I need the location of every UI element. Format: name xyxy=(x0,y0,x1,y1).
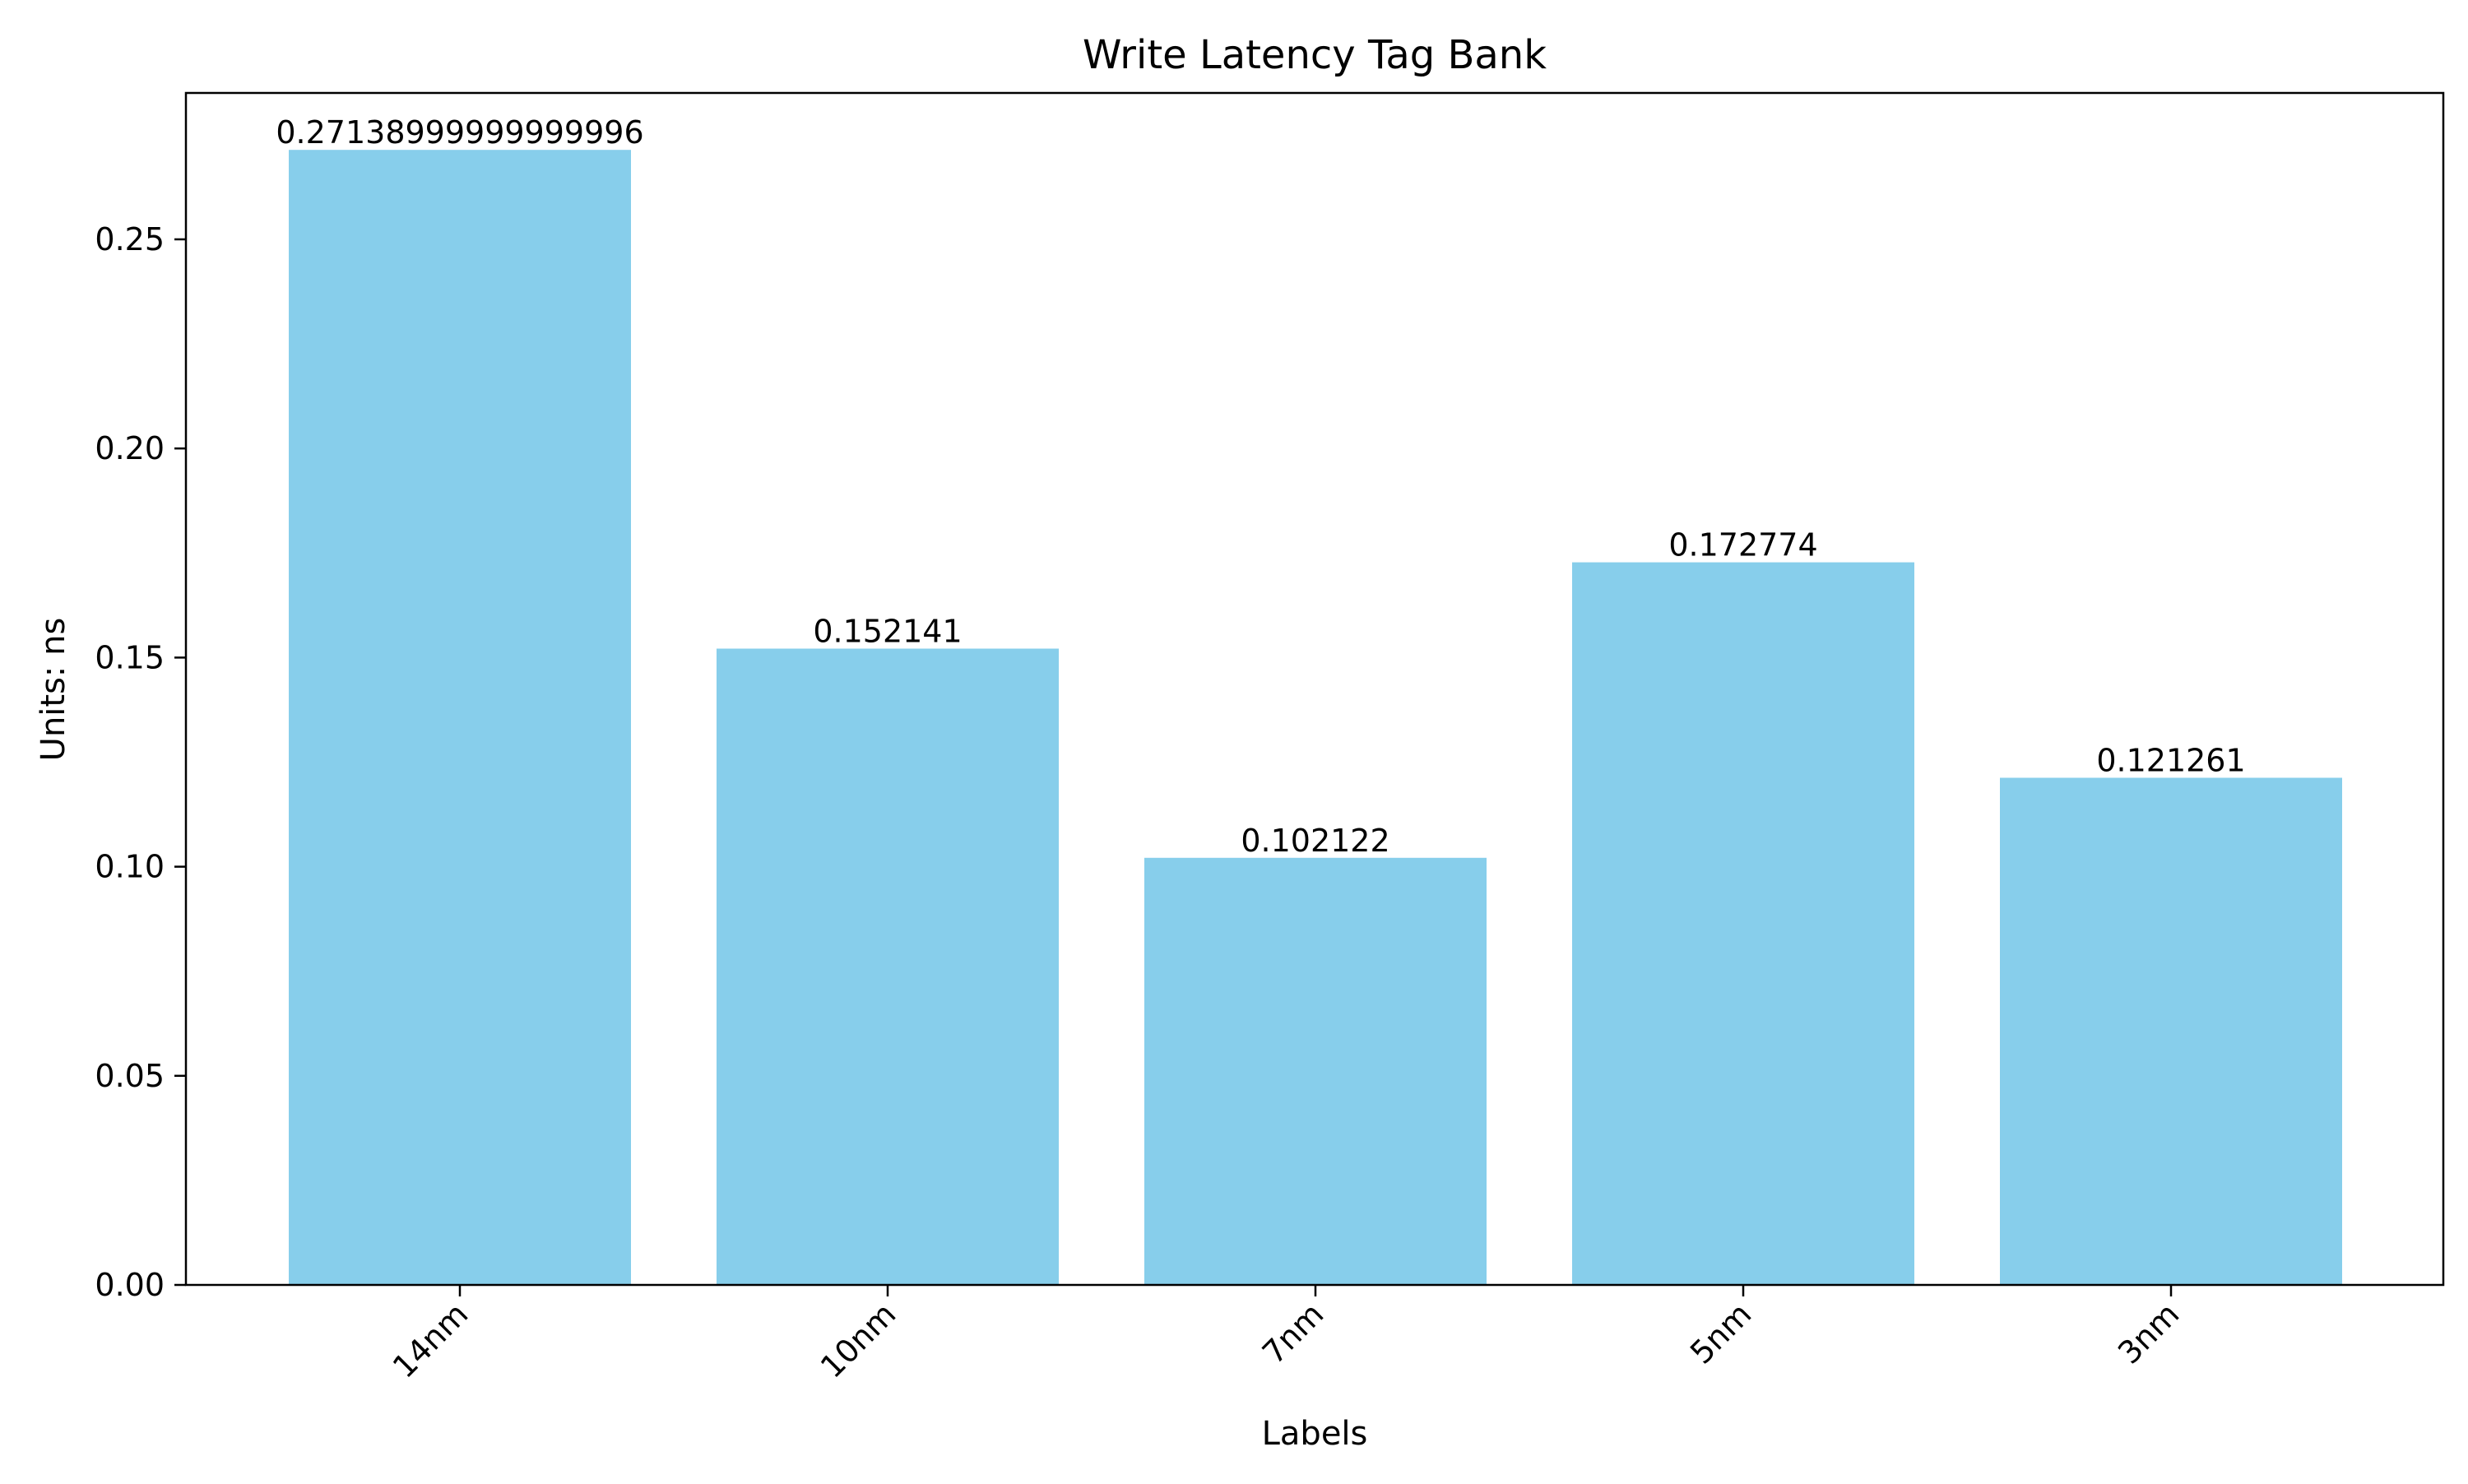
y-tick-label: 0.15 xyxy=(95,639,165,675)
data-label-14nm: 0.27138999999999996 xyxy=(276,114,643,151)
bar-5nm xyxy=(1572,562,1914,1285)
bar-7nm xyxy=(1144,857,1487,1285)
data-label-7nm: 0.102122 xyxy=(1241,823,1389,859)
data-label-5nm: 0.172774 xyxy=(1668,527,1817,563)
y-axis-label: Units: ns xyxy=(35,618,72,762)
plot-frame xyxy=(184,91,2445,1287)
y-tick-label: 0.25 xyxy=(95,221,165,257)
bars-group xyxy=(289,150,2342,1286)
data-label-3nm: 0.121261 xyxy=(2096,742,2245,778)
data-label-10nm: 0.152141 xyxy=(813,613,962,649)
data-labels-group: 0.27138999999999996 0.152141 0.102122 0.172… xyxy=(276,114,2245,859)
bar-14nm xyxy=(289,150,631,1286)
y-tick-label: 0.05 xyxy=(95,1058,165,1094)
bar-10nm xyxy=(717,648,1059,1285)
y-tick-label: 0.00 xyxy=(95,1267,165,1303)
y-axis-ticks: 0.00 0.05 0.10 0.15 0.20 0.25 xyxy=(95,221,186,1303)
y-tick-label: 0.20 xyxy=(95,430,165,466)
x-axis-label: Labels xyxy=(1262,1415,1368,1453)
bar-3nm xyxy=(2000,777,2342,1285)
y-tick-label: 0.10 xyxy=(95,849,165,885)
chart-title: Write Latency Tag Bank xyxy=(1083,32,1547,78)
